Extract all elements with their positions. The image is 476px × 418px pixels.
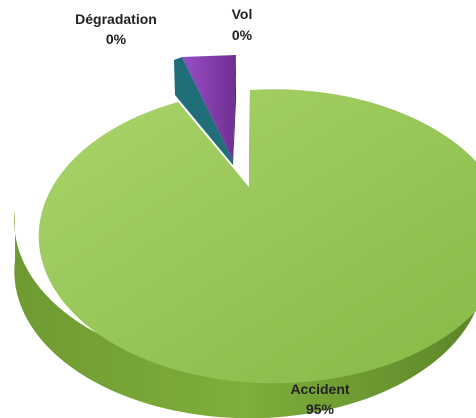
label-degradation-name: Dégradation bbox=[75, 11, 157, 27]
label-degradation-value: 0% bbox=[106, 31, 127, 47]
slice-accident bbox=[38, 89, 476, 384]
slice-vol-side bbox=[233, 55, 236, 165]
slice-degradation bbox=[174, 57, 233, 165]
slice-vol bbox=[182, 55, 236, 160]
label-vol-name: Vol bbox=[232, 6, 253, 22]
slice-accident-cut-wall bbox=[249, 90, 250, 187]
label-accident-value: 95% bbox=[306, 401, 335, 417]
label-vol-value: 0% bbox=[232, 27, 253, 43]
label-accident-name: Accident bbox=[290, 381, 349, 397]
